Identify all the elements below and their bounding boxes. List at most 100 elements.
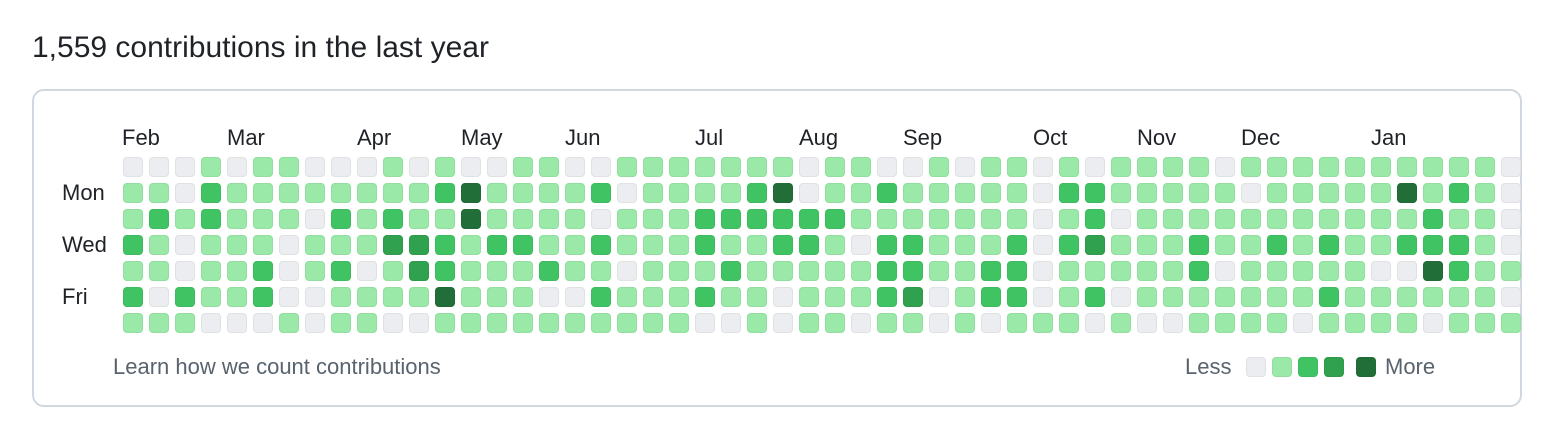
contribution-day-cell[interactable] <box>383 313 403 333</box>
contribution-day-cell[interactable] <box>1475 209 1495 229</box>
contribution-day-cell[interactable] <box>955 183 975 203</box>
contribution-day-cell[interactable] <box>721 209 741 229</box>
contribution-day-cell[interactable] <box>721 235 741 255</box>
contribution-day-cell[interactable] <box>1319 287 1339 307</box>
contribution-day-cell[interactable] <box>513 157 533 177</box>
contribution-day-cell[interactable] <box>253 235 273 255</box>
contribution-day-cell[interactable] <box>331 183 351 203</box>
contribution-day-cell[interactable] <box>1423 261 1443 281</box>
contribution-day-cell[interactable] <box>799 183 819 203</box>
contribution-day-cell[interactable] <box>955 287 975 307</box>
contribution-day-cell[interactable] <box>903 209 923 229</box>
contribution-day-cell[interactable] <box>903 287 923 307</box>
contribution-day-cell[interactable] <box>1293 261 1313 281</box>
contribution-day-cell[interactable] <box>1501 235 1521 255</box>
contribution-day-cell[interactable] <box>591 313 611 333</box>
contribution-day-cell[interactable] <box>669 287 689 307</box>
contribution-day-cell[interactable] <box>1215 157 1235 177</box>
contribution-day-cell[interactable] <box>1059 183 1079 203</box>
contribution-day-cell[interactable] <box>149 235 169 255</box>
contribution-day-cell[interactable] <box>1501 157 1521 177</box>
contribution-day-cell[interactable] <box>1423 209 1443 229</box>
contribution-day-cell[interactable] <box>1345 313 1365 333</box>
contribution-day-cell[interactable] <box>643 313 663 333</box>
contribution-day-cell[interactable] <box>1293 235 1313 255</box>
contribution-day-cell[interactable] <box>513 287 533 307</box>
contribution-day-cell[interactable] <box>877 235 897 255</box>
contribution-day-cell[interactable] <box>279 209 299 229</box>
contribution-day-cell[interactable] <box>721 183 741 203</box>
contribution-day-cell[interactable] <box>721 157 741 177</box>
contribution-day-cell[interactable] <box>1293 287 1313 307</box>
contribution-day-cell[interactable] <box>721 313 741 333</box>
contribution-day-cell[interactable] <box>1501 287 1521 307</box>
contribution-day-cell[interactable] <box>1345 157 1365 177</box>
contribution-day-cell[interactable] <box>305 261 325 281</box>
contribution-day-cell[interactable] <box>1007 183 1027 203</box>
contribution-day-cell[interactable] <box>643 261 663 281</box>
contribution-day-cell[interactable] <box>123 287 143 307</box>
contribution-day-cell[interactable] <box>1085 313 1105 333</box>
contribution-day-cell[interactable] <box>747 261 767 281</box>
contribution-day-cell[interactable] <box>617 261 637 281</box>
contribution-day-cell[interactable] <box>409 235 429 255</box>
contribution-day-cell[interactable] <box>305 157 325 177</box>
contribution-day-cell[interactable] <box>123 157 143 177</box>
contribution-day-cell[interactable] <box>1501 209 1521 229</box>
contribution-day-cell[interactable] <box>409 287 429 307</box>
contribution-day-cell[interactable] <box>175 157 195 177</box>
contribution-day-cell[interactable] <box>1033 235 1053 255</box>
contribution-day-cell[interactable] <box>1371 235 1391 255</box>
contribution-day-cell[interactable] <box>617 235 637 255</box>
contribution-day-cell[interactable] <box>903 235 923 255</box>
contribution-day-cell[interactable] <box>331 313 351 333</box>
contribution-day-cell[interactable] <box>617 313 637 333</box>
contribution-day-cell[interactable] <box>877 287 897 307</box>
contribution-day-cell[interactable] <box>409 313 429 333</box>
contribution-day-cell[interactable] <box>305 209 325 229</box>
contribution-day-cell[interactable] <box>1137 183 1157 203</box>
contribution-day-cell[interactable] <box>747 235 767 255</box>
contribution-day-cell[interactable] <box>383 261 403 281</box>
contribution-day-cell[interactable] <box>1397 261 1417 281</box>
contribution-day-cell[interactable] <box>1137 287 1157 307</box>
contribution-day-cell[interactable] <box>1501 261 1521 281</box>
contribution-day-cell[interactable] <box>1059 209 1079 229</box>
contribution-day-cell[interactable] <box>1163 183 1183 203</box>
contribution-day-cell[interactable] <box>1111 209 1131 229</box>
contribution-day-cell[interactable] <box>1267 313 1287 333</box>
contribution-day-cell[interactable] <box>825 183 845 203</box>
contribution-day-cell[interactable] <box>591 287 611 307</box>
contribution-day-cell[interactable] <box>981 261 1001 281</box>
contribution-day-cell[interactable] <box>253 209 273 229</box>
contribution-day-cell[interactable] <box>929 209 949 229</box>
contribution-day-cell[interactable] <box>1449 287 1469 307</box>
contribution-day-cell[interactable] <box>1397 157 1417 177</box>
contribution-day-cell[interactable] <box>929 313 949 333</box>
contribution-day-cell[interactable] <box>747 287 767 307</box>
contribution-day-cell[interactable] <box>149 183 169 203</box>
contribution-day-cell[interactable] <box>383 157 403 177</box>
contribution-day-cell[interactable] <box>1345 287 1365 307</box>
contribution-day-cell[interactable] <box>539 209 559 229</box>
contribution-day-cell[interactable] <box>955 313 975 333</box>
contribution-day-cell[interactable] <box>1241 287 1261 307</box>
contribution-day-cell[interactable] <box>409 209 429 229</box>
contribution-day-cell[interactable] <box>565 261 585 281</box>
contribution-day-cell[interactable] <box>1059 313 1079 333</box>
contribution-day-cell[interactable] <box>1449 313 1469 333</box>
contribution-day-cell[interactable] <box>773 235 793 255</box>
contribution-day-cell[interactable] <box>929 261 949 281</box>
contribution-day-cell[interactable] <box>487 209 507 229</box>
contribution-day-cell[interactable] <box>123 261 143 281</box>
contribution-day-cell[interactable] <box>721 261 741 281</box>
contribution-day-cell[interactable] <box>981 183 1001 203</box>
contribution-day-cell[interactable] <box>383 287 403 307</box>
contribution-day-cell[interactable] <box>1371 313 1391 333</box>
contribution-day-cell[interactable] <box>903 183 923 203</box>
contribution-day-cell[interactable] <box>1137 209 1157 229</box>
contribution-day-cell[interactable] <box>981 287 1001 307</box>
contribution-day-cell[interactable] <box>669 235 689 255</box>
contribution-day-cell[interactable] <box>669 183 689 203</box>
contribution-day-cell[interactable] <box>1163 313 1183 333</box>
